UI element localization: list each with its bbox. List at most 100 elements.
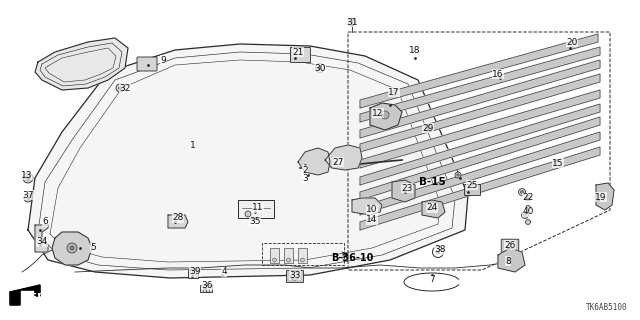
- Text: 30: 30: [314, 63, 326, 73]
- Text: 22: 22: [522, 194, 534, 203]
- Text: 21: 21: [292, 47, 304, 57]
- Text: 13: 13: [21, 171, 33, 180]
- Polygon shape: [360, 47, 600, 122]
- Polygon shape: [360, 117, 600, 200]
- Bar: [262, 243, 344, 265]
- Circle shape: [436, 250, 440, 254]
- Text: 17: 17: [388, 87, 400, 97]
- Circle shape: [245, 211, 251, 217]
- Circle shape: [67, 243, 77, 253]
- FancyBboxPatch shape: [501, 239, 519, 253]
- Text: 14: 14: [366, 215, 378, 225]
- Text: 39: 39: [189, 268, 201, 276]
- Text: 26: 26: [504, 241, 516, 250]
- Text: 35: 35: [249, 218, 260, 227]
- Text: 5: 5: [90, 244, 96, 252]
- Bar: [270, 248, 279, 263]
- Text: 18: 18: [409, 45, 420, 54]
- Polygon shape: [360, 34, 598, 108]
- Text: FR.: FR.: [30, 293, 50, 303]
- Circle shape: [524, 213, 527, 217]
- Text: 19: 19: [595, 193, 607, 202]
- Circle shape: [273, 258, 276, 262]
- Circle shape: [518, 188, 525, 196]
- Polygon shape: [370, 103, 402, 130]
- Polygon shape: [360, 132, 600, 215]
- FancyBboxPatch shape: [465, 185, 481, 196]
- Polygon shape: [352, 198, 382, 215]
- Circle shape: [520, 190, 524, 194]
- Text: 29: 29: [422, 124, 434, 132]
- Polygon shape: [10, 285, 40, 305]
- Circle shape: [316, 63, 324, 73]
- Text: 7: 7: [429, 276, 435, 284]
- Polygon shape: [360, 104, 600, 185]
- Circle shape: [425, 125, 431, 131]
- Text: 31: 31: [346, 18, 358, 27]
- Text: 38: 38: [435, 245, 445, 254]
- Bar: [290, 47, 310, 62]
- Circle shape: [287, 258, 291, 262]
- Polygon shape: [52, 232, 92, 265]
- FancyBboxPatch shape: [287, 270, 303, 283]
- Circle shape: [427, 127, 429, 129]
- Text: 23: 23: [401, 183, 413, 193]
- Text: 24: 24: [426, 204, 438, 212]
- Polygon shape: [392, 180, 415, 202]
- Polygon shape: [298, 148, 330, 175]
- Bar: [298, 248, 307, 263]
- Text: 1: 1: [190, 140, 196, 149]
- Circle shape: [23, 173, 33, 183]
- Text: TK6AB5100: TK6AB5100: [586, 303, 628, 312]
- Text: 2: 2: [302, 165, 308, 174]
- Text: 11: 11: [252, 204, 264, 212]
- Circle shape: [525, 195, 531, 201]
- Text: 33: 33: [289, 270, 301, 279]
- Polygon shape: [28, 44, 468, 278]
- Text: 12: 12: [372, 108, 384, 117]
- Circle shape: [522, 212, 529, 219]
- Bar: [238, 200, 274, 218]
- Text: 8: 8: [505, 257, 511, 266]
- Circle shape: [457, 174, 460, 176]
- Text: 20: 20: [566, 37, 578, 46]
- Polygon shape: [325, 145, 362, 170]
- Polygon shape: [35, 225, 48, 252]
- Text: 10: 10: [366, 205, 378, 214]
- Text: B-15: B-15: [419, 177, 445, 187]
- FancyBboxPatch shape: [137, 57, 157, 71]
- Text: 16: 16: [492, 69, 504, 78]
- Bar: [200, 285, 212, 292]
- Text: 9: 9: [160, 55, 166, 65]
- Polygon shape: [35, 38, 128, 90]
- Text: 40: 40: [522, 207, 534, 217]
- Circle shape: [70, 246, 74, 250]
- Text: 28: 28: [172, 213, 184, 222]
- Circle shape: [291, 272, 299, 280]
- Text: 37: 37: [22, 190, 34, 199]
- Circle shape: [26, 176, 30, 180]
- Text: 15: 15: [552, 158, 564, 167]
- Text: 27: 27: [332, 157, 344, 166]
- Text: 25: 25: [467, 180, 477, 189]
- Circle shape: [118, 86, 122, 90]
- Circle shape: [455, 172, 461, 178]
- Circle shape: [318, 66, 322, 70]
- Text: 34: 34: [36, 237, 48, 246]
- Text: 4: 4: [221, 268, 227, 276]
- Circle shape: [116, 84, 124, 92]
- Polygon shape: [360, 90, 600, 168]
- Polygon shape: [596, 183, 614, 210]
- Text: 3: 3: [302, 173, 308, 182]
- Polygon shape: [168, 215, 188, 228]
- Polygon shape: [360, 74, 600, 152]
- Polygon shape: [422, 200, 445, 218]
- Polygon shape: [360, 147, 600, 230]
- Circle shape: [527, 197, 529, 199]
- Polygon shape: [360, 60, 600, 138]
- Circle shape: [349, 19, 355, 26]
- Circle shape: [525, 220, 531, 225]
- Circle shape: [525, 205, 531, 211]
- Circle shape: [381, 111, 389, 119]
- Circle shape: [301, 258, 305, 262]
